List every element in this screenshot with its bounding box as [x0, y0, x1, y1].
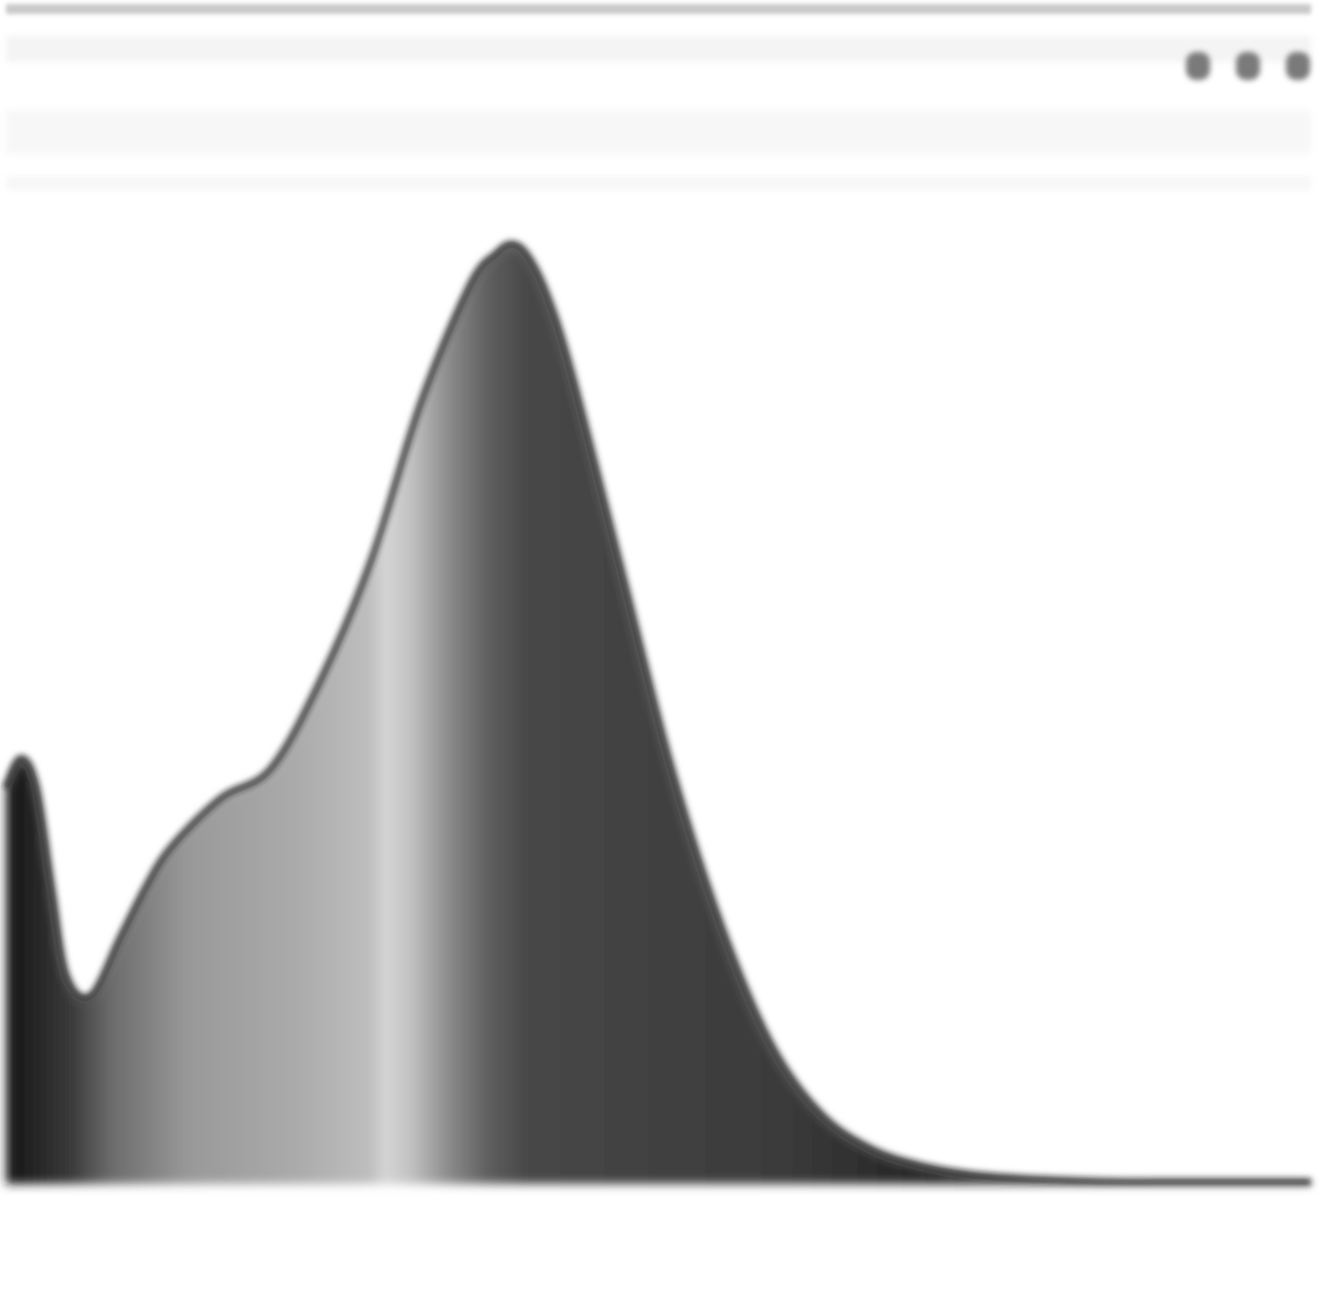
spectrum-outline	[2, 240, 1311, 1186]
chart-toolbar	[1186, 52, 1310, 80]
spectrum-area	[6, 244, 1311, 1184]
plot-area	[2, 240, 1311, 1186]
header-band	[6, 110, 1311, 154]
more-icon[interactable]	[1286, 52, 1310, 80]
header-band	[6, 176, 1311, 190]
header-band	[6, 36, 1311, 62]
top-rule	[6, 4, 1311, 14]
pan-icon[interactable]	[1236, 52, 1260, 80]
zoom-icon[interactable]	[1186, 52, 1210, 80]
